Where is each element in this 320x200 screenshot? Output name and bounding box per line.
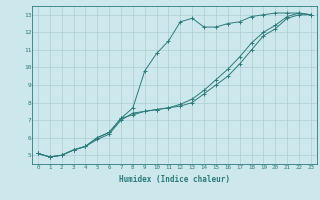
- X-axis label: Humidex (Indice chaleur): Humidex (Indice chaleur): [119, 175, 230, 184]
